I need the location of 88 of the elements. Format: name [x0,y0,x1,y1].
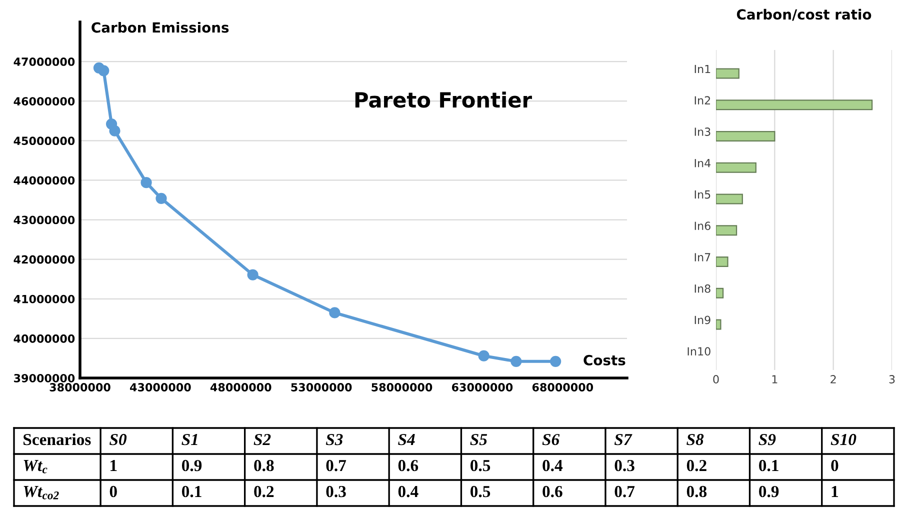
x-tick-label: S2 [254,434,271,446]
x-tick-label: 43000000 [130,383,191,392]
x-tick-label: 2 [830,375,836,384]
bar [716,68,740,79]
x-tick-label: 68000000 [532,383,594,392]
data-label: 1 [110,460,117,472]
data-label: 0.8 [254,460,274,472]
point [550,356,562,367]
y-tick-label: 46000000 [14,97,75,106]
x-tick-label: S10 [830,434,856,446]
data-label: 0.4 [398,486,418,498]
x-tick-label: 0 [713,375,719,384]
bar [716,131,776,142]
y-tick-label: In4 [694,159,711,168]
data-label: 0.1 [182,486,202,498]
point [478,350,490,362]
y-tick-label: 47000000 [14,58,75,66]
bar [716,319,722,330]
bar [716,194,743,204]
bar [716,288,724,298]
data-label: 0.5 [470,486,490,498]
data-label: 0.7 [326,460,346,472]
x-tick-label: S1 [182,434,198,446]
x-tick-label: 38000000 [50,383,110,392]
data-label: 0.3 [614,460,634,472]
data-label: 0.9 [182,460,202,472]
data-label: 0.4 [542,460,563,472]
x-tick-label: 48000000 [210,383,272,392]
y-tick-label: 41000000 [14,294,75,304]
point [98,65,110,76]
text: Pareto Frontier [355,92,532,108]
y-tick-label: In1 [694,64,710,74]
y-tick-label: 44000000 [14,176,75,185]
data-label: 1 [832,486,838,498]
point [140,177,152,188]
bar [716,256,728,268]
x-tick-label: S5 [470,434,488,446]
y-tick-label: In7 [694,253,710,262]
x-tick-label: S3 [326,434,343,446]
x-tick-label: 53000000 [291,383,352,392]
y-tick-label: In6 [694,222,710,230]
data-label: 0.2 [686,460,706,472]
x-tick-label: S8 [686,434,704,446]
x-tick-label: S6 [542,434,560,446]
data-label: 0 [110,486,117,498]
x-tick-label: S4 [398,434,415,446]
point [109,125,120,136]
x-tick-label: S9 [758,434,776,446]
y-tick-label: 43000000 [14,216,75,224]
y-tick-label: Wt$_{co2}$ [24,486,59,500]
bar [716,162,756,173]
y-tick-label: 42000000 [14,255,75,264]
y-axis-title: Carbon Emissions [92,22,229,33]
data-label: 0.9 [759,486,779,498]
data-label: 0.8 [686,486,707,498]
y-tick-label: In9 [694,316,710,324]
x-tick-label: S7 [614,434,632,446]
data-label: 0.2 [254,486,274,498]
point [247,269,258,280]
x-tick-label: 1 [772,375,778,384]
y-tick-label: Wt$_{c}$ [24,460,48,474]
x-tick-label: 63000000 [452,383,513,392]
x-tick-label: S0 [110,434,127,446]
y-tick-label: 39000000 [14,374,75,382]
point [510,356,522,367]
y-tick-label: In3 [694,128,710,136]
data-label: 0.6 [398,460,418,472]
data-label: 0.1 [759,460,778,472]
x-tick-label: 58000000 [372,383,432,392]
x-axis-title: Costs [584,354,626,366]
bar [716,100,873,110]
y-axis-title: Scenarios [24,433,91,446]
y-tick-label: In5 [694,190,710,199]
data-label: 0.6 [542,486,562,498]
y-tick-label: 45000000 [14,136,75,146]
bar [716,225,738,236]
data-label: 0.5 [470,460,490,472]
data-label: 0.3 [326,486,346,498]
chart-title: Carbon/cost ratio [736,8,872,21]
data-label: 0.7 [614,486,635,498]
point [156,192,167,204]
point [329,307,340,318]
y-tick-label: 40000000 [14,334,75,343]
y-tick-label: In10 [688,347,710,356]
x-tick-label: 3 [889,375,895,384]
data-label: 0 [831,460,838,472]
y-tick-label: In2 [694,96,710,104]
y-tick-label: In8 [694,284,710,293]
